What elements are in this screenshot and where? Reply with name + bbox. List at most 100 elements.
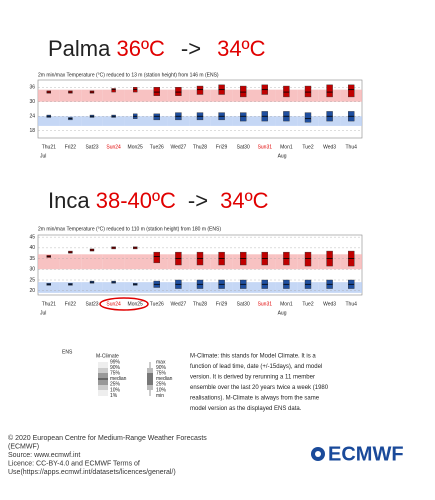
y-tick-label: 40 xyxy=(29,245,35,251)
y-tick-label: 20 xyxy=(29,288,35,294)
arrow: -> xyxy=(188,188,208,213)
climate-band xyxy=(189,116,211,126)
x-tick-label: Wed3 xyxy=(323,301,336,307)
x-tick-label: Sun31 xyxy=(258,301,273,307)
x-tick-label: Tue2 xyxy=(302,144,313,150)
x-tick-label: Thu4 xyxy=(345,144,357,150)
y-tick-label: 25 xyxy=(29,277,35,283)
from-temp: 38-40ºC xyxy=(96,188,176,213)
description-line: ensemble over the last 20 years twice a … xyxy=(190,385,329,391)
x-tick-label: Thu28 xyxy=(193,301,207,307)
x-tick-label: Mon25 xyxy=(128,301,144,307)
description-line: version. It is derived by rerunning a 11… xyxy=(190,375,315,381)
mclimate-level: median xyxy=(110,376,127,382)
from-temp: 36ºC xyxy=(116,36,165,61)
footer-line: (ECMWF) xyxy=(8,443,39,450)
box-level: median xyxy=(156,376,173,382)
climate-band xyxy=(59,282,82,293)
climate-band xyxy=(124,282,146,293)
box xyxy=(111,88,116,93)
climate-band xyxy=(59,254,82,270)
box xyxy=(326,84,333,98)
x-tick-label: Sun31 xyxy=(258,144,273,150)
mclimate-title: M-Climate xyxy=(96,353,119,359)
x-tick-label: Fri29 xyxy=(216,301,228,307)
box-level: 10% xyxy=(156,387,167,393)
logo-mark xyxy=(315,451,321,457)
box-level: min xyxy=(156,393,164,399)
y-tick-label: 30 xyxy=(29,99,35,105)
mclimate-level: 75% xyxy=(110,371,121,377)
box xyxy=(348,84,355,98)
climate-band xyxy=(81,116,103,126)
x-tick-label: Mon25 xyxy=(128,144,144,150)
box xyxy=(304,251,312,267)
x-tick-label: Sat23 xyxy=(85,144,98,150)
climate-band xyxy=(102,89,125,102)
climate-band xyxy=(38,282,60,293)
box-level: max xyxy=(156,359,166,365)
climate-band xyxy=(124,89,146,102)
x-tick-label: Tue26 xyxy=(150,301,164,307)
y-tick-label: 30 xyxy=(29,267,35,273)
description-line: model version as the displayed ENS data. xyxy=(190,406,302,412)
climate-band xyxy=(38,89,60,102)
box-icon xyxy=(147,373,153,385)
mclimate-level: 1% xyxy=(110,393,118,399)
x-tick-label: Thu21 xyxy=(42,144,56,150)
climate-band xyxy=(38,116,60,126)
month-label: Aug xyxy=(278,310,287,316)
box xyxy=(153,87,161,96)
climate-band xyxy=(38,254,60,270)
y-tick-label: 36 xyxy=(29,85,35,91)
to-temp: 34ºC xyxy=(217,36,266,61)
description-line: function of lead time, date (+/-15days),… xyxy=(190,364,322,370)
box xyxy=(153,113,161,121)
box xyxy=(239,85,247,98)
logo-text: ECMWF xyxy=(328,443,404,465)
footer-line: Source: www.ecmwf.int xyxy=(8,452,80,459)
y-tick-label: 18 xyxy=(29,128,35,134)
climate-band xyxy=(167,116,190,126)
x-tick-label: Sat30 xyxy=(237,144,250,150)
box xyxy=(304,112,312,123)
mclimate-level: 99% xyxy=(110,359,121,365)
x-tick-label: Fri22 xyxy=(65,301,77,307)
description-line: M-Climate: this stands for Model Climate… xyxy=(190,354,316,360)
climate-band xyxy=(210,116,233,126)
x-tick-label: Thu21 xyxy=(42,301,56,307)
climate-band xyxy=(59,89,82,102)
heading: Inca 38-40ºC -> 34ºC xyxy=(48,188,269,213)
x-tick-label: Sun24 xyxy=(106,301,121,307)
box xyxy=(175,87,182,96)
ens-label: ENS xyxy=(62,349,73,355)
chart-title: 2m min/max Temperature (°C) reduced to 1… xyxy=(38,72,219,78)
legend-labels: 99%90%75%median25%10%1%max90%75%median25… xyxy=(8,354,329,476)
mclimate-level: 10% xyxy=(110,387,121,393)
footer-line: Licence: CC-BY-4.0 and ECMWF Terms of xyxy=(8,460,140,467)
x-tick-label: Tue2 xyxy=(302,301,313,307)
x-tick-label: Thu4 xyxy=(345,301,357,307)
x-tick-label: Sun24 xyxy=(106,144,121,150)
climate-band xyxy=(124,254,146,270)
y-tick-label: 45 xyxy=(29,234,35,240)
mclimate-level: 90% xyxy=(110,365,121,371)
heading: Palma 36ºC -> 34ºC xyxy=(48,36,266,61)
climate-band xyxy=(102,116,125,126)
place: Palma xyxy=(48,36,111,61)
x-tick-label: Wed27 xyxy=(171,144,187,150)
legend: ENS M-Climate xyxy=(62,349,153,396)
climate-band xyxy=(124,116,146,126)
y-tick-label: 24 xyxy=(29,114,35,120)
logo: ECMWF xyxy=(311,443,404,465)
x-tick-label: Mon1 xyxy=(280,301,293,307)
month-label: Aug xyxy=(278,153,287,159)
climate-band xyxy=(102,254,125,270)
mclimate-level: 25% xyxy=(110,382,121,388)
box-level: 90% xyxy=(156,365,167,371)
x-tick-label: Tue26 xyxy=(150,144,164,150)
box xyxy=(196,85,204,95)
place: Inca xyxy=(48,188,90,213)
box xyxy=(304,85,312,98)
climate-band xyxy=(254,89,276,102)
